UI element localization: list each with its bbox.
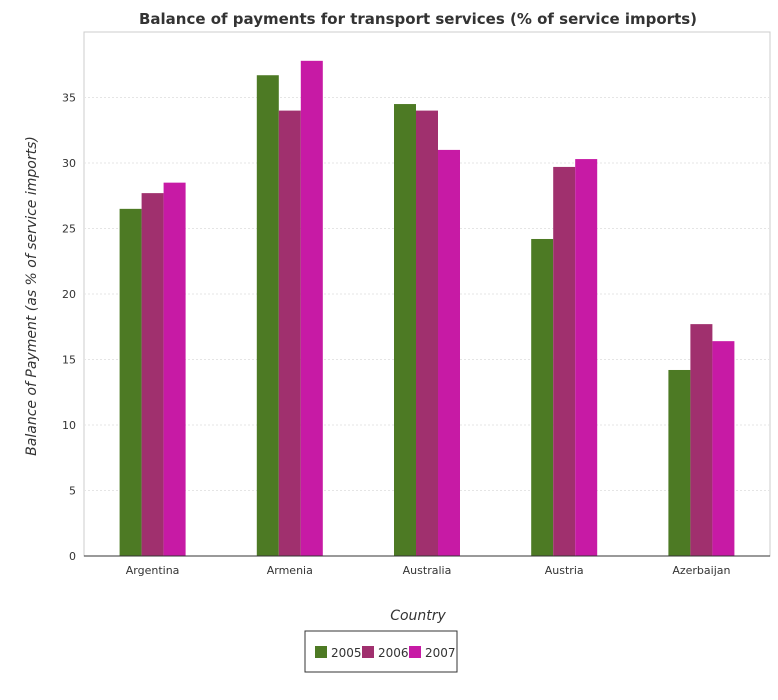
bar-2005-armenia <box>256 75 279 556</box>
legend-swatch-2007 <box>409 646 421 658</box>
y-tick-label: 0 <box>69 550 76 563</box>
legend-label-2007: 2007 <box>425 646 456 660</box>
bar-2005-austria <box>531 238 554 557</box>
bar-2007-armenia <box>300 60 323 556</box>
bar-2007-austria <box>575 159 598 556</box>
plot-area: 0 5 10 15 20 25 30 35 Argentina Armenia Australia A… <box>62 31 771 577</box>
bar-2006-austria <box>553 166 576 556</box>
x-axis-label: Country <box>390 608 446 624</box>
y-tick-label: 25 <box>62 223 76 236</box>
x-tick-label: Argentina <box>126 564 180 577</box>
y-tick-label: 20 <box>62 288 76 301</box>
legend-label-2006: 2006 <box>378 646 409 660</box>
bar-2006-armenia <box>278 110 301 556</box>
x-tick-label: Armenia <box>267 564 313 577</box>
bar-2005-australia <box>394 104 416 557</box>
bar-2006-argentina <box>141 193 164 556</box>
bar-2006-australia <box>416 110 438 556</box>
x-tick-label: Azerbaijan <box>672 564 730 577</box>
y-axis-label: Balance of Payment (as % of service impo… <box>24 136 40 456</box>
legend: 2005 2006 2007 <box>304 630 458 673</box>
y-tick-label: 15 <box>62 354 76 367</box>
bar-2005-azerbaijan <box>668 369 691 556</box>
x-tick-label: Austria <box>545 564 584 577</box>
bar-2007-australia <box>438 149 460 556</box>
y-tick-label: 10 <box>62 419 76 432</box>
chart-title: Balance of payments for transport servic… <box>139 10 697 28</box>
legend-box <box>304 630 458 673</box>
bar-2005-argentina <box>119 208 142 556</box>
bar-2006-azerbaijan <box>690 324 713 556</box>
bar-2007-azerbaijan <box>712 341 735 556</box>
legend-swatch-2006 <box>362 646 374 658</box>
y-tick-label: 30 <box>62 157 76 170</box>
x-tick-label: Australia <box>403 564 452 577</box>
y-tick-label: 35 <box>62 92 76 105</box>
y-tick-label: 5 <box>69 485 76 498</box>
legend-swatch-2005 <box>315 646 327 658</box>
bar-2007-argentina <box>163 182 186 556</box>
legend-label-2005: 2005 <box>331 646 362 660</box>
